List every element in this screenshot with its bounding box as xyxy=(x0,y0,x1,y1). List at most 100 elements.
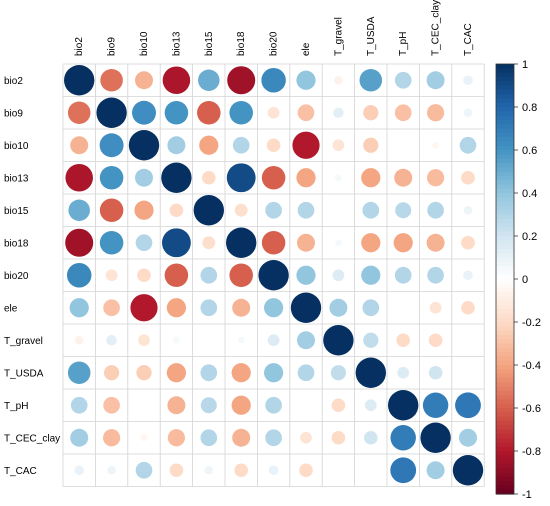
corr-circle-bio9-T_CAC xyxy=(463,108,473,118)
corr-circle-bio2-T_CEC_clay xyxy=(426,71,445,90)
corr-circle-ele-ele xyxy=(290,292,322,323)
colorbar-segment xyxy=(496,365,514,370)
corr-circle-bio18-T_CEC_clay xyxy=(426,233,445,252)
corr-circle-T_USDA-bio18 xyxy=(231,363,251,383)
corr-circle-bio2-T_USDA xyxy=(359,68,383,92)
label-layer: bio2 bio9 bio10 bio13 bio15 bio18 bio20 ele T_gr… xyxy=(4,0,474,477)
colorbar-segment xyxy=(496,399,514,405)
corr-circle-T_pH-bio2 xyxy=(70,396,88,414)
colorbar-segment xyxy=(496,115,514,121)
colorbar-segment xyxy=(496,111,514,117)
colorbar-segment xyxy=(496,231,514,237)
corr-circle-bio2-T_gravel xyxy=(334,75,343,85)
colorbar-segment xyxy=(496,184,514,190)
corr-circle-bio18-bio15 xyxy=(202,236,216,250)
colorbar-segment xyxy=(496,89,514,95)
colorbar-segment xyxy=(496,107,514,112)
colorbar-segment xyxy=(496,244,514,250)
corr-circle-T_gravel-T_pH xyxy=(396,333,411,348)
corr-circle-T_pH-bio20 xyxy=(265,396,282,414)
corr-circle-bio2-T_CAC xyxy=(463,75,473,86)
corr-circle-bio20-bio15 xyxy=(200,266,218,284)
corr-circle-T_CEC_clay-ele xyxy=(300,431,312,444)
row-label-bio10: bio10 xyxy=(4,141,29,152)
colorbar-tick-label: -0.6 xyxy=(522,403,541,415)
colorbar-segment xyxy=(496,433,514,439)
corr-circle-bio9-T_gravel xyxy=(333,107,344,119)
colorbar-segment xyxy=(496,236,514,241)
colorbar-segment xyxy=(496,150,514,155)
corr-circle-T_CAC-T_CEC_clay xyxy=(426,461,445,480)
colorbar-segment xyxy=(496,416,514,422)
colorbar-segment xyxy=(496,137,514,142)
colorbar-tick-label: 1 xyxy=(522,59,528,71)
colorbar-segment xyxy=(496,459,514,465)
corr-circle-T_CAC-bio9 xyxy=(107,465,116,475)
corr-circle-bio9-bio10 xyxy=(132,100,156,125)
corr-circle-T_USDA-bio20 xyxy=(263,363,284,383)
corr-circle-T_CEC_clay-T_pH xyxy=(390,425,416,451)
corr-circle-bio2-bio13 xyxy=(162,66,191,95)
corr-circle-T_USDA-bio15 xyxy=(200,364,218,382)
corr-circle-ele-bio18 xyxy=(232,298,251,317)
corr-circle-T_gravel-bio18 xyxy=(237,336,245,344)
corr-circle-bio13-T_CEC_clay xyxy=(427,169,445,187)
colorbar-tick-label: -0.2 xyxy=(522,317,541,329)
corr-circle-T_gravel-bio9 xyxy=(106,334,117,346)
colorbar-segment xyxy=(496,180,514,185)
corr-circle-bio20-bio18 xyxy=(229,263,253,288)
corr-circle-bio20-bio2 xyxy=(66,263,92,288)
colorbar-tick-label: 0.6 xyxy=(522,145,537,157)
colorbar-segment xyxy=(496,339,514,345)
corr-circle-bio18-T_USDA xyxy=(361,233,381,253)
colorbar-segment xyxy=(496,382,514,388)
colorbar-segment xyxy=(496,455,514,461)
corr-circle-T_gravel-bio10 xyxy=(138,334,150,347)
colorbar-segment xyxy=(496,98,514,104)
corr-circle-bio13-bio20 xyxy=(261,165,286,190)
corr-circle-T_CAC-T_pH xyxy=(390,457,417,484)
column-label-T_USDA: T_USDA xyxy=(366,16,377,56)
corr-circle-T_pH-T_pH xyxy=(388,390,419,421)
corr-circle-ele-bio20 xyxy=(263,298,284,318)
colorbar-segment xyxy=(496,201,514,207)
corr-circle-T_gravel-bio20 xyxy=(267,334,280,347)
colorbar-segment xyxy=(496,253,514,259)
corr-circle-bio15-ele xyxy=(297,201,315,219)
colorbar-segment xyxy=(496,468,514,474)
corr-circle-bio18-bio20 xyxy=(261,230,286,255)
colorbar-segment xyxy=(496,128,514,134)
corr-circle-T_USDA-bio13 xyxy=(166,363,187,383)
row-label-bio2: bio2 xyxy=(4,76,23,87)
colorbar-segment xyxy=(496,330,514,336)
colorbar-segment xyxy=(496,72,514,78)
corr-circle-bio2-T_pH xyxy=(394,71,412,89)
corr-circle-bio9-T_pH xyxy=(394,104,412,122)
colorbar-segment xyxy=(496,76,514,82)
corr-circle-T_CEC_clay-T_USDA xyxy=(364,430,378,445)
corr-circle-bio20-bio9 xyxy=(105,269,118,282)
corr-circle-bio20-T_gravel xyxy=(332,269,345,282)
corr-circle-T_gravel-T_gravel xyxy=(323,325,354,356)
colorbar-segment xyxy=(496,214,514,220)
colorbar-segment xyxy=(496,81,514,87)
corr-circle-bio2-bio15 xyxy=(198,69,220,91)
corr-circle-T_USDA-bio2 xyxy=(67,361,91,385)
colorbar-segment xyxy=(496,270,514,276)
row-label-bio9: bio9 xyxy=(4,108,23,119)
corr-circle-T_gravel-bio13 xyxy=(173,336,180,344)
colorbar-segment xyxy=(496,167,514,173)
colorbar-segment xyxy=(496,489,514,495)
corr-circle-bio2-bio20 xyxy=(261,68,286,93)
corr-circle-bio13-bio10 xyxy=(135,168,153,187)
colorbar-tick-label: -0.8 xyxy=(522,446,541,458)
grid-layer xyxy=(62,63,485,487)
corr-circle-ele-T_CAC xyxy=(461,300,475,315)
colorbar-segment xyxy=(496,291,514,297)
column-label-T_CAC: T_CAC xyxy=(463,23,474,56)
colorbar-segment xyxy=(496,429,514,435)
colorbar-segment xyxy=(496,210,514,216)
corr-circle-T_USDA-T_CEC_clay xyxy=(428,365,443,380)
row-label-bio15: bio15 xyxy=(4,206,29,217)
